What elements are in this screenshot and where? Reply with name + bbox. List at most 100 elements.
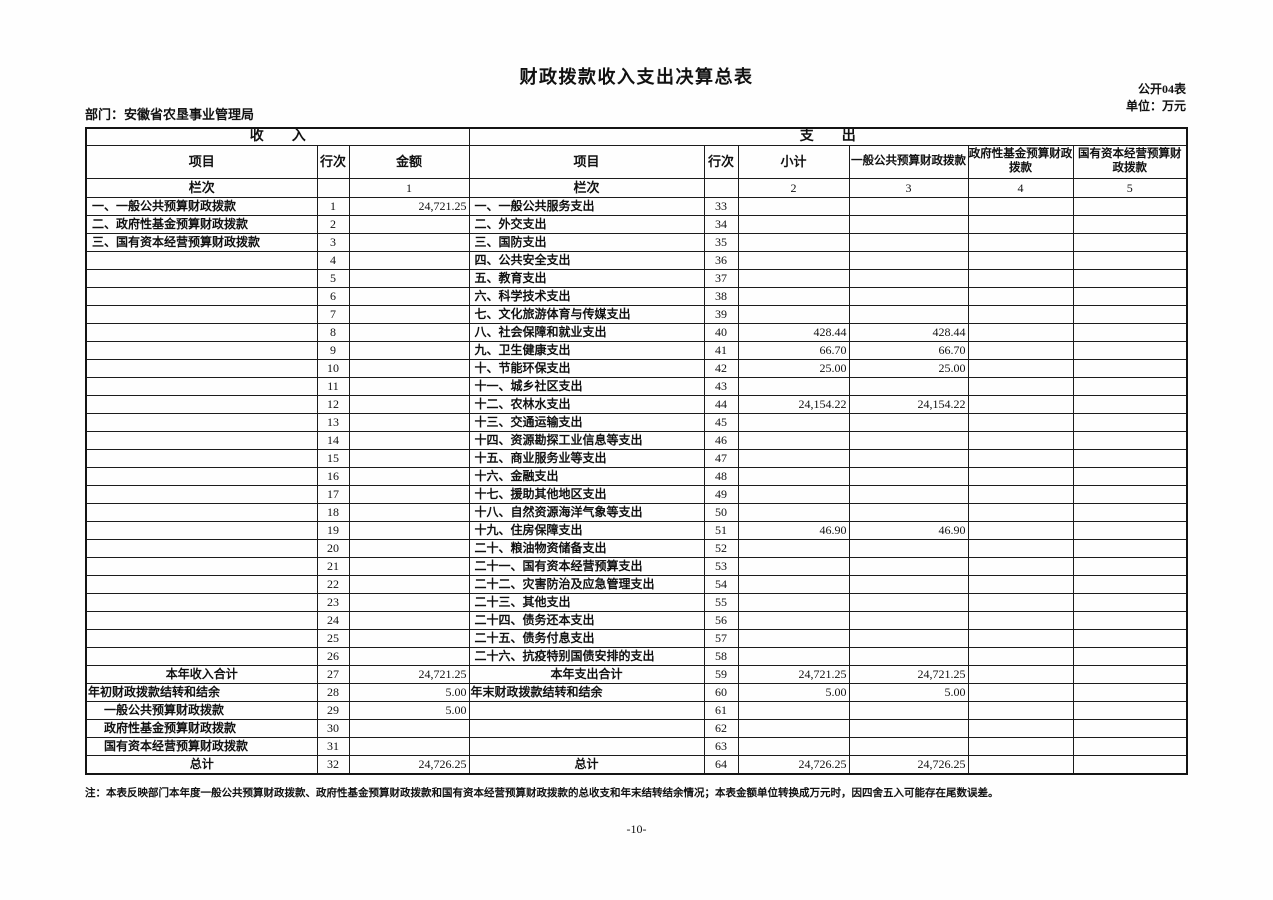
expense-subtotal-cell	[737, 287, 850, 306]
expense-state-capital-cell	[1072, 719, 1188, 738]
expense-subtotal-cell	[737, 251, 850, 270]
income-line-cell: 2	[316, 215, 350, 234]
expense-item-cell: 五、教育支出	[468, 269, 705, 288]
expense-line-cell: 35	[703, 233, 739, 252]
expense-state-capital-cell	[1072, 755, 1188, 775]
expense-line-cell: 56	[703, 611, 739, 630]
expense-gov-fund-cell	[967, 575, 1074, 594]
expense-subtotal-cell	[737, 503, 850, 522]
expense-subtotal-cell: 25.00	[737, 359, 850, 378]
income-amount-cell	[348, 737, 470, 756]
expense-subtotal-cell	[737, 233, 850, 252]
expense-subtotal-cell	[737, 305, 850, 324]
expense-gov-fund-cell	[967, 431, 1074, 450]
table-row: 国有资本经营预算财政拨款 31 63	[85, 737, 1188, 756]
expense-line-cell: 51	[703, 521, 739, 540]
expense-line-cell: 62	[703, 719, 739, 738]
expense-item-cell: 二十二、灾害防治及应急管理支出	[468, 575, 705, 594]
expense-line-cell: 64	[703, 755, 739, 775]
expense-subtotal-cell	[737, 431, 850, 450]
income-amount-header: 金额	[348, 145, 470, 179]
expense-state-capital-cell	[1072, 413, 1188, 432]
expense-general-budget-cell	[848, 305, 969, 324]
expense-subtotal-cell	[737, 413, 850, 432]
income-item-cell	[85, 611, 318, 630]
expense-gov-fund-cell	[967, 665, 1074, 684]
table-row: 25 二十五、债务付息支出 57	[85, 629, 1188, 648]
income-item-cell	[85, 467, 318, 486]
expense-general-budget-cell: 428.44	[848, 323, 969, 342]
expense-gov-fund-cell	[967, 485, 1074, 504]
income-item-cell	[85, 485, 318, 504]
income-amount-cell	[348, 503, 470, 522]
expense-state-capital-cell	[1072, 395, 1188, 414]
expense-state-capital-cell	[1072, 341, 1188, 360]
income-item-cell	[85, 431, 318, 450]
income-amount-cell	[348, 629, 470, 648]
expense-item-cell	[468, 701, 705, 720]
expense-general-budget-cell	[848, 467, 969, 486]
expense-gov-fund-cell	[967, 251, 1074, 270]
income-line-cell: 23	[316, 593, 350, 612]
income-item-cell	[85, 629, 318, 648]
expense-state-capital-cell	[1072, 233, 1188, 252]
expense-lanci-blank	[703, 178, 739, 198]
expense-general-budget-cell	[848, 503, 969, 522]
expense-gov-fund-cell	[967, 287, 1074, 306]
expense-gov-fund-cell	[967, 395, 1074, 414]
expense-item-cell: 十六、金融支出	[468, 467, 705, 486]
expense-general-budget-cell	[848, 737, 969, 756]
income-line-cell: 5	[316, 269, 350, 288]
expense-subtotal-cell	[737, 377, 850, 396]
table-row: 22 二十二、灾害防治及应急管理支出 54	[85, 575, 1188, 594]
income-amount-cell	[348, 413, 470, 432]
expense-gov-fund-cell	[967, 215, 1074, 234]
expense-gov-fund-cell	[967, 467, 1074, 486]
income-line-cell: 17	[316, 485, 350, 504]
income-amount-cell	[348, 575, 470, 594]
table-row: 4 四、公共安全支出 36	[85, 251, 1188, 270]
expense-item-cell: 七、文化旅游体育与传媒支出	[468, 305, 705, 324]
income-item-cell	[85, 377, 318, 396]
table-row: 15 十五、商业服务业等支出 47	[85, 449, 1188, 468]
expense-item-cell: 二十三、其他支出	[468, 593, 705, 612]
expense-line-cell: 39	[703, 305, 739, 324]
expense-item-cell: 十四、资源勘探工业信息等支出	[468, 431, 705, 450]
income-line-cell: 4	[316, 251, 350, 270]
income-line-cell: 21	[316, 557, 350, 576]
income-item-cell	[85, 539, 318, 558]
expense-subtotal-cell: 24,721.25	[737, 665, 850, 684]
expense-gov-fund-cell	[967, 719, 1074, 738]
income-item-cell	[85, 287, 318, 306]
expense-line-cell: 55	[703, 593, 739, 612]
expense-state-capital-cell	[1072, 359, 1188, 378]
income-line-cell: 26	[316, 647, 350, 666]
table-row: 13 十三、交通运输支出 45	[85, 413, 1188, 432]
income-line-cell: 7	[316, 305, 350, 324]
expense-gov-fund-cell	[967, 269, 1074, 288]
income-amount-cell	[348, 719, 470, 738]
column-number-4: 4	[967, 178, 1074, 198]
expense-item-cell: 二十四、债务还本支出	[468, 611, 705, 630]
income-item-cell	[85, 251, 318, 270]
expense-line-cell: 36	[703, 251, 739, 270]
expense-general-budget-cell	[848, 611, 969, 630]
income-item-cell: 三、国有资本经营预算财政拨款	[85, 233, 318, 252]
unit-label: 单位：万元	[1125, 99, 1186, 113]
income-line-cell: 11	[316, 377, 350, 396]
expense-line-cell: 44	[703, 395, 739, 414]
expense-line-cell: 63	[703, 737, 739, 756]
expense-item-cell: 一、一般公共服务支出	[468, 197, 705, 216]
table-row: 8 八、社会保障和就业支出 40 428.44 428.44	[85, 323, 1188, 342]
income-amount-cell	[348, 359, 470, 378]
income-item-cell: 本年收入合计	[85, 665, 318, 684]
expense-state-capital-cell	[1072, 467, 1188, 486]
income-line-cell: 18	[316, 503, 350, 522]
expense-item-cell: 十二、农林水支出	[468, 395, 705, 414]
expense-gov-fund-cell	[967, 377, 1074, 396]
income-lanci-label: 栏次	[85, 178, 318, 198]
expense-general-budget-cell	[848, 539, 969, 558]
expense-gov-fund-cell	[967, 359, 1074, 378]
expense-subtotal-cell	[737, 719, 850, 738]
expense-line-cell: 49	[703, 485, 739, 504]
